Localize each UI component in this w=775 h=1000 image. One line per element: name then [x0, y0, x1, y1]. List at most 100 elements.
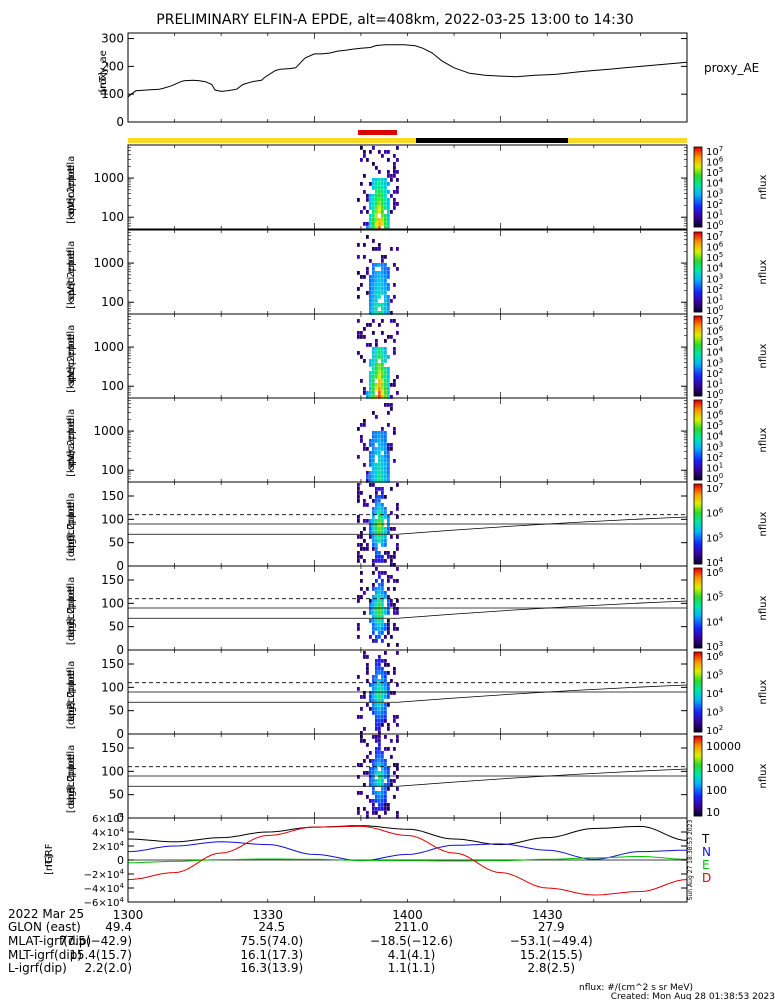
- spectrum-cell: [369, 619, 372, 623]
- en_omni-colorbar-swatch: [694, 169, 702, 172]
- pa_ch1-colorbar-swatch: [694, 629, 702, 632]
- spectrum-cell: [384, 359, 387, 363]
- en_omni-colorbar-swatch: [694, 204, 702, 207]
- en_perp-colorbar-swatch: [694, 388, 702, 390]
- en_omni-colorbar-swatch: [694, 197, 702, 200]
- en_anti-colorbar-swatch: [694, 256, 702, 258]
- en_omni-colorbar-swatch: [694, 168, 702, 171]
- pa_ch0-colorbar-swatch: [694, 513, 702, 516]
- en_anti-colorbar-swatch: [694, 281, 702, 284]
- en_anti-colorbar-swatch: [694, 234, 702, 237]
- pa_ch3-colorbar-swatch: [694, 756, 702, 758]
- spectrum-cell: [384, 443, 387, 447]
- en_para-colorbar-swatch: [694, 444, 702, 446]
- spectrum-cell: [366, 543, 369, 547]
- spectrum-cell: [381, 695, 384, 699]
- spectrum-cell: [375, 263, 378, 267]
- spectrum-cell: [363, 150, 366, 154]
- spectrum-cell: [375, 511, 378, 515]
- spectrum-cell: [363, 359, 366, 363]
- en_anti-ylabel-line: ela: [66, 241, 77, 256]
- spectrum-cell: [372, 375, 375, 379]
- pa_ch3-colorbar-swatch: [694, 813, 702, 816]
- spectrum-cell: [375, 735, 378, 739]
- spectrum-cell: [390, 174, 393, 178]
- spectrum-cell: [378, 523, 381, 527]
- spectrum-cell: [366, 194, 369, 198]
- spectrum-cell: [384, 767, 387, 771]
- spectrum-cell: [369, 443, 372, 447]
- en_omni-colorbar-swatch: [694, 164, 702, 167]
- pa_ch3-colorbar-swatch: [694, 768, 702, 770]
- spectrum-cell: [381, 511, 384, 515]
- spectrum-cell: [372, 767, 375, 771]
- y-tick-label: 1000: [93, 256, 124, 270]
- spectrum-cell: [381, 571, 384, 575]
- pa_ch1-colorbar-swatch: [694, 590, 702, 593]
- spectrum-cell: [369, 295, 372, 299]
- spectrum-cell: [387, 515, 390, 519]
- spectrum-cell: [387, 695, 390, 699]
- pa_ch2-ylabel-line: [deg]: [66, 702, 77, 729]
- spectrum-cell: [384, 623, 387, 627]
- en_para-colorbar-swatch: [694, 452, 702, 454]
- pa_ch0-colorbar-frame: [693, 483, 703, 565]
- pa_ch2-colorbar-swatch: [694, 658, 702, 661]
- spectrum-cell: [381, 463, 384, 467]
- spectrum-cell: [381, 691, 384, 695]
- spectrum-cell: [384, 651, 387, 655]
- spectrum-cell: [393, 623, 396, 627]
- spectrum-cell: [378, 683, 381, 687]
- spectrum-cell: [375, 727, 378, 731]
- spectrum-cell: [384, 202, 387, 206]
- pa_ch1-colorbar-swatch: [694, 602, 702, 605]
- spectrum-cell: [384, 719, 387, 723]
- en_perp-colorbar-swatch: [694, 377, 702, 380]
- spectrum-cell: [372, 359, 375, 363]
- spectrum-cell: [384, 803, 387, 807]
- spectrum-cell: [384, 675, 387, 679]
- spectrum-cell: [387, 463, 390, 467]
- spectrum-cell: [375, 567, 378, 571]
- igrf-line-d: [127, 825, 688, 896]
- en_omni-colorbar-swatch: [694, 163, 702, 165]
- pa_ch0-ylabel-line: [deg]: [66, 534, 77, 561]
- spectrum-cell: [375, 467, 378, 471]
- colorbar-tick-label: 101: [706, 293, 723, 306]
- en_anti-colorbar-swatch: [694, 273, 702, 276]
- en_anti-colorbar-swatch: [694, 262, 702, 265]
- en_omni-colorbar-swatch: [694, 152, 702, 155]
- spectrum-cell: [369, 635, 372, 639]
- pa_ch0-colorbar-swatch: [694, 544, 702, 546]
- spectrum-cell: [396, 627, 399, 631]
- spectrum-cell: [378, 711, 381, 715]
- en_anti-colorbar-swatch: [694, 237, 702, 240]
- panel-igrf: 6×1044×1042×1040−2×104−4×104−6×104IGRF[n…: [44, 812, 711, 909]
- spectrum-cell: [375, 307, 378, 311]
- spectrum-cell: [387, 575, 390, 579]
- colorbar-tick-label: 103: [706, 187, 723, 200]
- spectrum-cell: [378, 218, 381, 222]
- en_omni-colorbar-swatch: [694, 207, 702, 209]
- spectrum-cell: [357, 499, 360, 503]
- spectrum-cell: [390, 555, 393, 559]
- en_omni-ylabel-line: omni: [66, 189, 77, 214]
- spectrum-cell: [375, 715, 378, 719]
- spectrum-cell: [369, 783, 372, 787]
- spectrum-cell: [387, 611, 390, 615]
- spectrum-cell: [387, 355, 390, 359]
- spectrum-cell: [369, 279, 372, 283]
- spectrum-cell: [372, 411, 375, 415]
- spectrum-cell: [381, 599, 384, 603]
- spectrum-cell: [384, 507, 387, 511]
- en_para-colorbar-swatch: [694, 404, 702, 406]
- spectrum-cell: [381, 375, 384, 379]
- spectrum-cell: [378, 559, 381, 563]
- en_perp-colorbar-swatch: [694, 354, 702, 357]
- y-tick-label: 4×104: [92, 826, 124, 839]
- spectrum-cell: [381, 427, 384, 431]
- spectrum-cell: [378, 351, 381, 355]
- spectrum-cell: [381, 275, 384, 279]
- spectrum-cell: [375, 579, 378, 583]
